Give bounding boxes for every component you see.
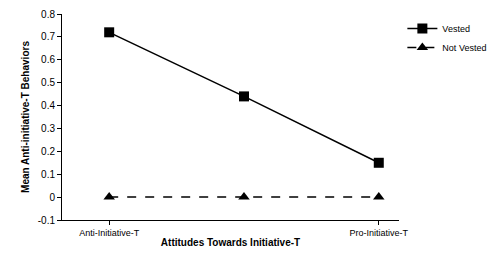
- svg-text:0.5: 0.5: [41, 77, 55, 88]
- svg-text:0.8: 0.8: [41, 9, 55, 20]
- svg-text:Attitudes Towards Initiative-T: Attitudes Towards Initiative-T: [161, 237, 300, 248]
- svg-text:0.3: 0.3: [41, 123, 55, 134]
- svg-text:-0.1: -0.1: [38, 215, 56, 226]
- svg-text:0.1: 0.1: [41, 169, 55, 180]
- svg-text:0.7: 0.7: [41, 31, 55, 42]
- svg-text:0: 0: [49, 192, 55, 203]
- svg-text:0.4: 0.4: [41, 100, 55, 111]
- svg-text:Mean Anti-initiative-T Behavio: Mean Anti-initiative-T Behaviors: [20, 41, 31, 193]
- svg-text:0.2: 0.2: [41, 146, 55, 157]
- svg-text:Vested: Vested: [442, 24, 470, 34]
- svg-text:Pro-Initiative-T: Pro-Initiative-T: [350, 228, 409, 238]
- svg-text:Not Vested: Not Vested: [442, 43, 486, 53]
- svg-text:0.6: 0.6: [41, 54, 55, 65]
- svg-text:Anti-Initiative-T: Anti-Initiative-T: [79, 228, 140, 238]
